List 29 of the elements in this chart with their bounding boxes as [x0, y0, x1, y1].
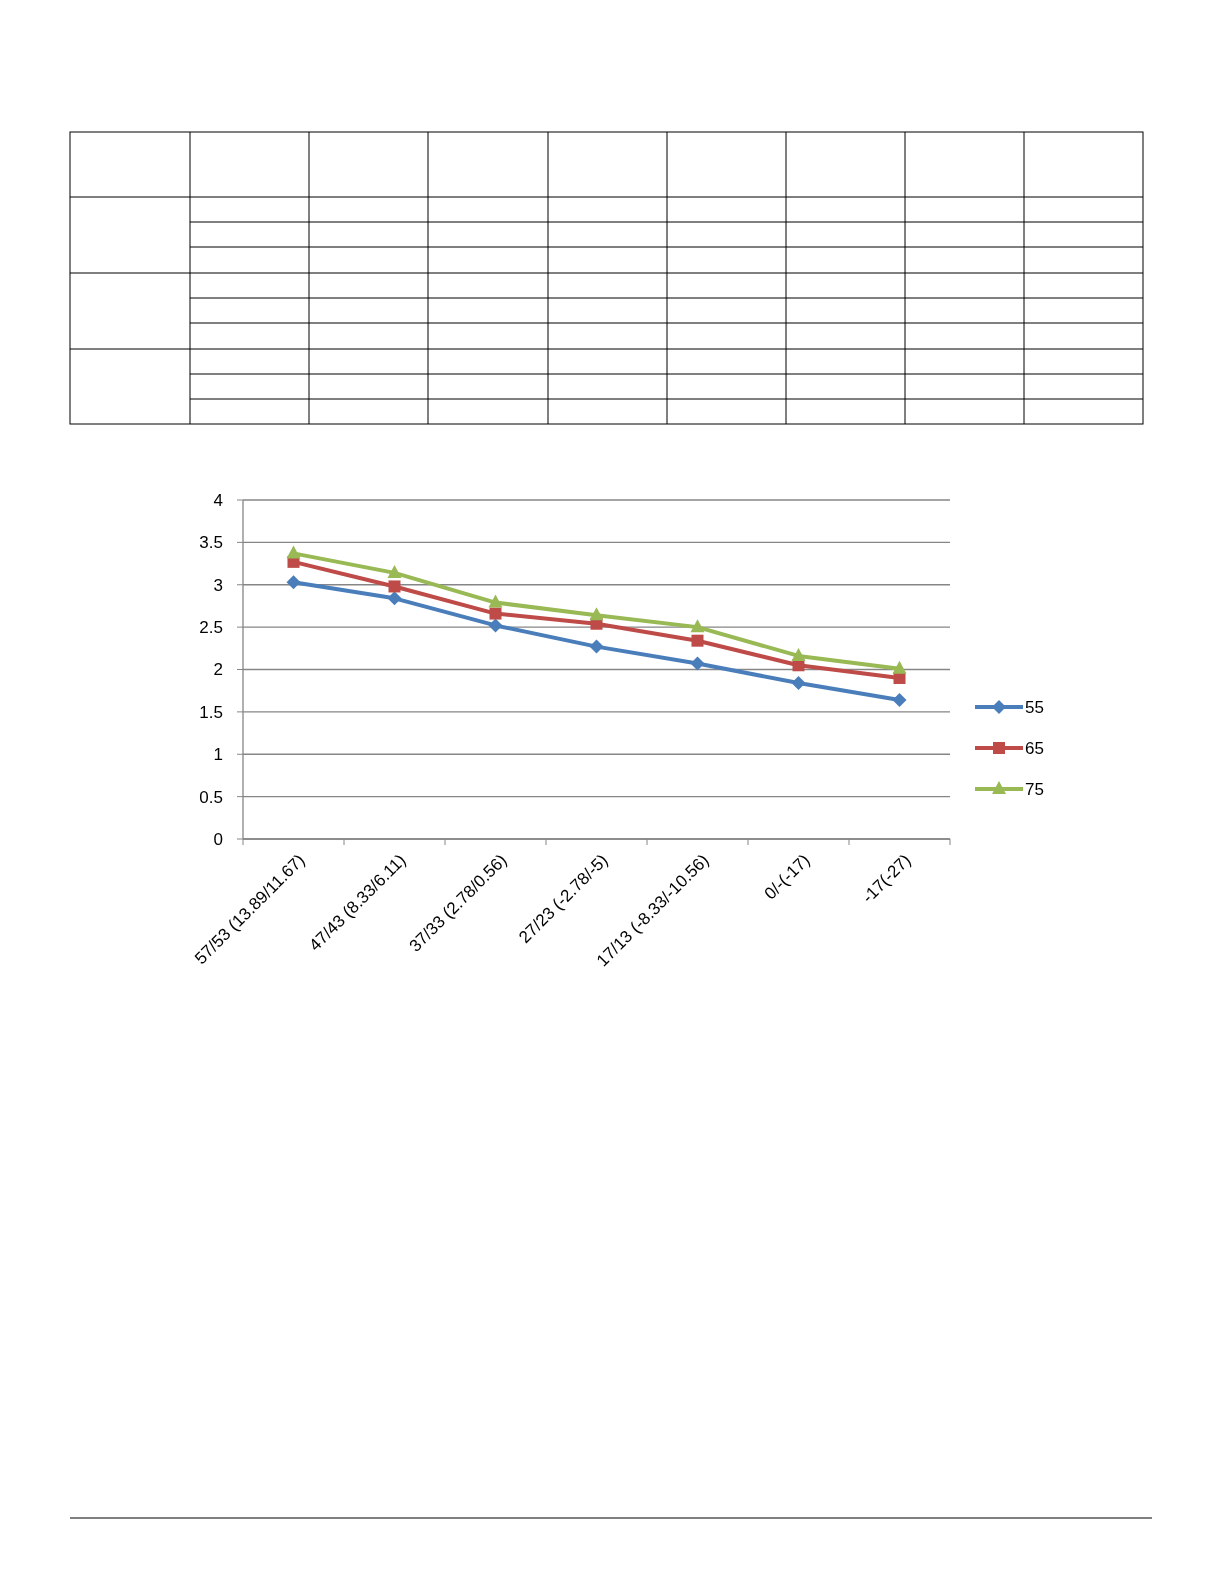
point [691, 634, 704, 647]
point [690, 619, 705, 633]
point [489, 607, 502, 620]
y-tick-label: 1 [213, 745, 223, 765]
point [892, 660, 907, 674]
y-tick-label: 1.5 [199, 702, 223, 722]
point [388, 580, 401, 593]
point [387, 564, 402, 578]
y-tick-label: 2 [213, 660, 223, 680]
legend-label: 75 [1025, 779, 1044, 799]
point [488, 594, 503, 608]
y-tick-label: 3 [213, 575, 223, 595]
point [589, 639, 604, 654]
point [589, 607, 604, 621]
y-tick-label: 0.5 [199, 787, 223, 807]
point [488, 618, 503, 633]
legend-label: 65 [1025, 738, 1044, 758]
point [286, 575, 301, 590]
point [286, 545, 301, 559]
point [892, 693, 907, 708]
point [791, 676, 806, 691]
point [791, 647, 806, 661]
y-tick-label: 4 [213, 490, 223, 510]
y-tick-label: 2.5 [199, 618, 223, 638]
y-tick-label: 0 [213, 829, 223, 849]
point [387, 591, 402, 606]
legend-label: 55 [1025, 697, 1044, 717]
y-tick-label: 3.5 [199, 533, 223, 553]
point [690, 656, 705, 671]
